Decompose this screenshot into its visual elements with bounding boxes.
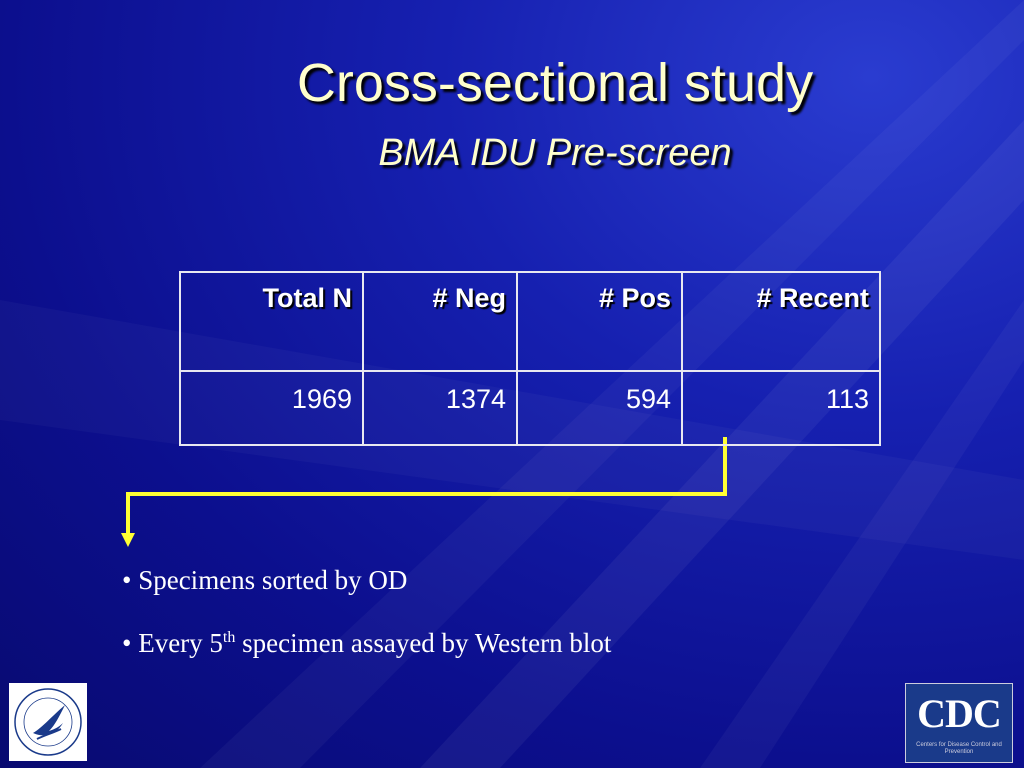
superscript: th <box>222 629 236 646</box>
title: Cross-sectional study <box>296 53 814 113</box>
data-row: 1969 1374 594 113 <box>179 370 881 446</box>
header-row: Total N # Neg # Pos # Recent <box>179 271 881 372</box>
cell: 1969 <box>179 370 364 446</box>
bullet: • Every 5th specimen assayed by Western … <box>122 628 612 658</box>
hhs-emblem <box>14 688 82 756</box>
connector <box>126 437 727 535</box>
subtitle: BMA IDU Pre-screen <box>378 132 732 174</box>
bullet-text: specimen assayed by Western blot <box>235 628 612 658</box>
bullet-text: Every 5 <box>138 628 223 658</box>
bullet-text: Specimens sorted by OD <box>138 565 408 595</box>
bullet: • Specimens sorted by OD <box>122 565 408 595</box>
header-cell: # Pos <box>516 271 683 372</box>
hhs-logo <box>9 683 87 761</box>
cdc-caption: Centers for Disease Control and Preventi… <box>916 742 1002 755</box>
header-cell: # Recent <box>681 271 881 372</box>
cdc-logo: CDC Centers for Disease Control and Prev… <box>905 683 1013 763</box>
table: Total N # Neg # Pos # Recent 1969 1374 5… <box>179 271 881 446</box>
cdc-wordmark: CDC <box>917 691 1002 736</box>
arrow-head <box>121 533 135 547</box>
cell: 1374 <box>362 370 518 446</box>
header-cell: # Neg <box>362 271 518 372</box>
cell: 594 <box>516 370 683 446</box>
cell: 113 <box>681 370 881 446</box>
header-cell: Total N <box>179 271 364 372</box>
